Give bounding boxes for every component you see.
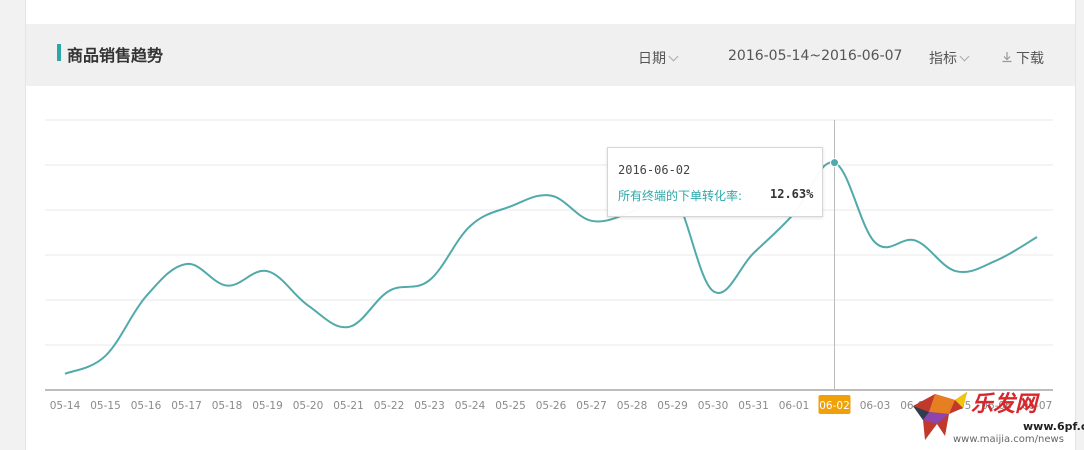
data-point <box>830 158 839 168</box>
x-tick-label: 05-18 <box>212 400 243 412</box>
date-dropdown-label: 日期 <box>638 51 666 67</box>
title-accent-bar <box>57 44 61 61</box>
x-tick-label: 06-03 <box>860 400 891 412</box>
x-tick-label: 05-27 <box>576 400 607 412</box>
x-tick-label: 06-01 <box>779 400 810 412</box>
card-header: 商品销售趋势 日期 2016-05-14~2016-06-07 指标 下载 <box>26 24 1075 86</box>
tooltip-value: 12.63% <box>770 187 814 201</box>
x-tick-label: 05-24 <box>455 400 486 412</box>
x-tick-label: 05-15 <box>90 400 121 412</box>
x-tick-label: 05-30 <box>698 400 729 412</box>
download-icon <box>1002 52 1012 63</box>
download-label: 下载 <box>1016 51 1044 67</box>
x-tick-label: 05-29 <box>657 400 688 412</box>
date-dropdown[interactable]: 日期 <box>638 48 679 68</box>
chevron-down-icon <box>668 51 679 62</box>
watermark-url-secondary: www.maijia.com/news <box>953 434 1064 445</box>
page-title: 商品销售趋势 <box>67 46 164 65</box>
metric-dropdown[interactable]: 指标 <box>929 48 970 68</box>
sales-trend-card: 商品销售趋势 日期 2016-05-14~2016-06-07 指标 下载 <box>25 24 1076 450</box>
tooltip-date: 2016-06-02 <box>618 163 691 177</box>
x-tick-label: 06-06 <box>981 400 1012 412</box>
x-tick-label: 06-02 <box>819 400 850 412</box>
watermark-url: www.6pf.cn <box>1023 420 1084 433</box>
top-strip <box>25 0 1076 24</box>
x-tick-label: 05-14 <box>50 400 81 412</box>
bull-logo-icon <box>913 392 967 440</box>
watermark-brand: 乐发网 <box>971 391 1038 417</box>
x-tick-label: 05-19 <box>252 400 283 412</box>
tooltip-series-label: 所有终端的下单转化率: <box>618 189 743 203</box>
x-tick-label: 05-22 <box>374 400 405 412</box>
line-chart[interactable]: 05-14 05-15 05-16 05-17 05-18 05-19 05-20 05-21… <box>0 86 1084 450</box>
x-tick-label: 05-17 <box>171 400 202 412</box>
metric-dropdown-label: 指标 <box>929 51 957 67</box>
x-tick-label: 05-23 <box>414 400 445 412</box>
x-tick-label: 05-28 <box>617 400 648 412</box>
x-tick-label: 05-25 <box>495 400 526 412</box>
x-tick-label: 06-07 <box>1022 400 1053 412</box>
watermark-logo: 乐发网 www.6pf.cn www.maijia.com/news <box>905 382 1084 450</box>
x-tick-label: 05-31 <box>738 400 769 412</box>
x-tick-label: 05-16 <box>131 400 162 412</box>
date-range-picker[interactable]: 2016-05-14~2016-06-07 <box>728 48 902 64</box>
chevron-down-icon <box>959 51 970 62</box>
download-button[interactable]: 下载 <box>1001 48 1044 68</box>
date-range-text: 2016-05-14~2016-06-07 <box>728 48 903 64</box>
x-tick-label: 05-26 <box>536 400 567 412</box>
chart-tooltip: 2016-06-02 所有终端的下单转化率: 12.63% <box>607 147 823 217</box>
highlight-tick-bg <box>818 395 851 414</box>
x-tick-label: 05-20 <box>293 400 324 412</box>
series-line <box>64 161 1038 375</box>
x-tick-label: 05-21 <box>333 400 364 412</box>
